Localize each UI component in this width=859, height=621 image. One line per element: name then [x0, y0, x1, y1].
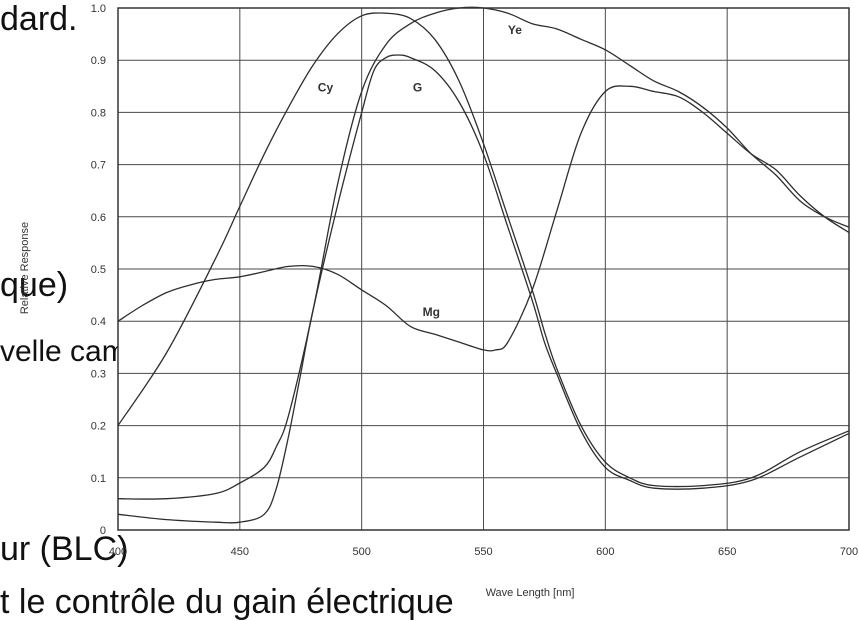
y-tick-label: 0.8	[91, 107, 106, 119]
chart-series-labels: Cy Ye G Mg	[318, 23, 522, 319]
x-tick-label: 500	[352, 546, 370, 558]
x-tick-label: 650	[718, 546, 736, 558]
x-tick-label: 600	[596, 546, 614, 558]
y-tick-label: 0.2	[91, 421, 106, 433]
series-label-mg: Mg	[423, 305, 440, 319]
series-line-cy	[117, 12, 850, 488]
y-tick-label: 0.6	[91, 212, 106, 224]
series-label-g: G	[413, 81, 422, 95]
x-tick-label: 550	[474, 546, 492, 558]
x-tick-label: 700	[840, 546, 858, 558]
slide-text-line-1: dard.	[0, 0, 78, 38]
y-tick-label: 0.7	[91, 160, 106, 172]
y-tick-label: 0.5	[91, 264, 106, 276]
y-axis-title: Relative Response	[19, 222, 31, 314]
y-tick-label: 0.9	[91, 55, 106, 67]
y-tick-label: 1.0	[91, 3, 106, 15]
y-tick-label: 0.3	[91, 368, 106, 380]
slide-text-line-2: que)	[0, 266, 69, 304]
y-tick-label: 0.4	[91, 316, 106, 328]
x-axis-title: Wave Length [nm]	[486, 587, 575, 599]
series-line-mg	[117, 85, 850, 352]
chart-ticks: 400 450 500 550 600 650 700 0 0.1 0.2 0.3 0.4 0.5 0.6…	[91, 3, 858, 558]
x-tick-label: 450	[231, 546, 249, 558]
y-tick-label: 0	[100, 525, 106, 537]
y-tick-label: 0.1	[91, 473, 106, 485]
spectral-response-chart: 400 450 500 550 600 650 700 0 0.1 0.2 0.3 0.4 0.5 0.6…	[19, 3, 858, 599]
slide-text-line-4: ur (BLC)	[0, 530, 129, 568]
series-label-ye: Ye	[508, 23, 522, 37]
x-tick-label: 400	[109, 546, 127, 558]
series-label-cy: Cy	[318, 81, 334, 95]
series-line-g	[117, 54, 850, 524]
plot-frame	[117, 7, 850, 531]
